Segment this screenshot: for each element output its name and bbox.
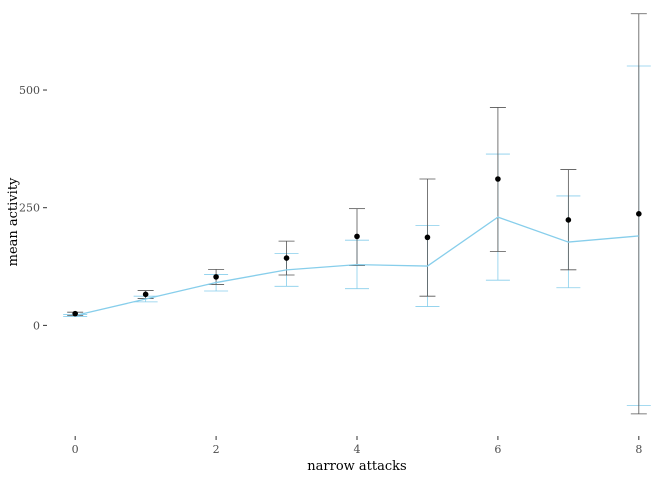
y-axis-title: mean activity <box>6 177 21 266</box>
observed-point <box>283 255 290 261</box>
x-tick-label: 0 <box>72 443 79 456</box>
fitted-line <box>75 216 639 317</box>
x-axis: 0 2 4 6 8 <box>72 436 642 456</box>
x-tick-label: 4 <box>354 443 361 456</box>
y-tick-label: 500 <box>19 84 40 97</box>
y-tick-label: 250 <box>19 202 40 215</box>
x-axis-title: narrow attacks <box>307 459 406 474</box>
observed-points <box>72 176 642 317</box>
y-tick-label: 0 <box>33 319 40 332</box>
observed-point <box>424 234 431 241</box>
observed-point <box>495 176 501 182</box>
x-tick-label: 8 <box>635 443 642 456</box>
observed-point <box>354 233 360 240</box>
observed-point <box>565 217 572 223</box>
observed-point <box>213 274 219 280</box>
observed-point <box>636 211 642 217</box>
observed-point <box>72 310 78 317</box>
x-tick-label: 6 <box>494 443 501 456</box>
observed-point <box>142 291 149 298</box>
observed-errorbars <box>67 13 647 415</box>
y-axis: 0 250 500 <box>19 84 47 332</box>
x-tick-label: 2 <box>213 443 220 456</box>
